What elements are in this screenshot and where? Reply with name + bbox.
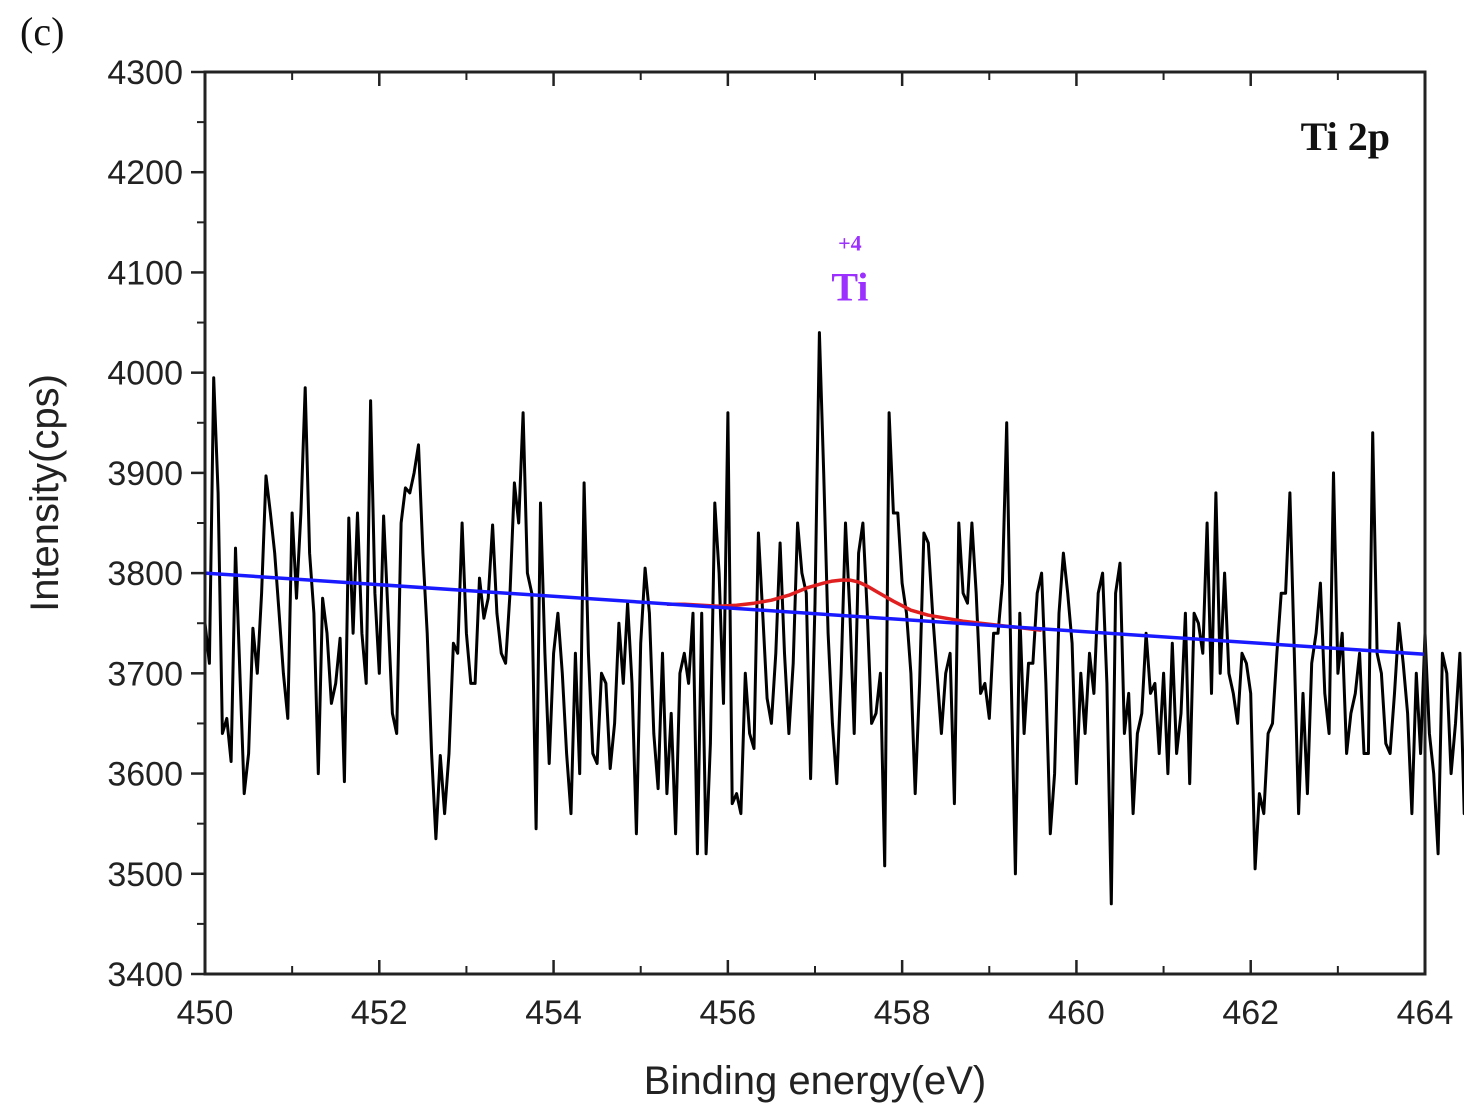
y-tick-label: 4200 — [107, 154, 183, 192]
annotation-layer: +4 Ti — [831, 231, 868, 310]
series-line-ti4-fit — [666, 578, 1042, 632]
y-tick-label: 3500 — [107, 856, 183, 894]
y-tick-label: 4000 — [107, 355, 183, 393]
x-tick-label: 462 — [1222, 994, 1279, 1032]
y-tick-label: 4100 — [107, 254, 183, 292]
y-tick-label: 3800 — [107, 555, 183, 593]
y-axis-title: Intensity(cps) — [23, 374, 67, 612]
x-tick-label: 464 — [1397, 994, 1454, 1032]
x-tick-label: 458 — [874, 994, 931, 1032]
y-tick-label: 3700 — [107, 655, 183, 693]
y-tick-label: 4300 — [107, 54, 183, 92]
axes-layer: 450 452 454 456 458 460 462 464 3400 3500 3600 3700… — [107, 54, 1453, 1032]
y-tick-label: 3900 — [107, 455, 183, 493]
x-tick-label: 460 — [1048, 994, 1105, 1032]
x-tick-label: 454 — [525, 994, 582, 1032]
x-tick-label: 456 — [699, 994, 756, 1032]
y-tick-label: 3400 — [107, 956, 183, 994]
annotation-superscript: +4 — [838, 231, 862, 256]
series-line-background — [204, 571, 1426, 657]
x-tick-label: 450 — [177, 994, 234, 1032]
annotation-label: Ti — [831, 265, 868, 310]
series-layer — [203, 331, 1464, 906]
chart-title: Ti 2p — [1301, 114, 1390, 159]
x-tick-label: 452 — [351, 994, 408, 1032]
x-axis-title: Binding energy(eV) — [644, 1059, 986, 1103]
panel-label: (c) — [20, 9, 64, 54]
y-tick-label: 3600 — [107, 756, 183, 794]
